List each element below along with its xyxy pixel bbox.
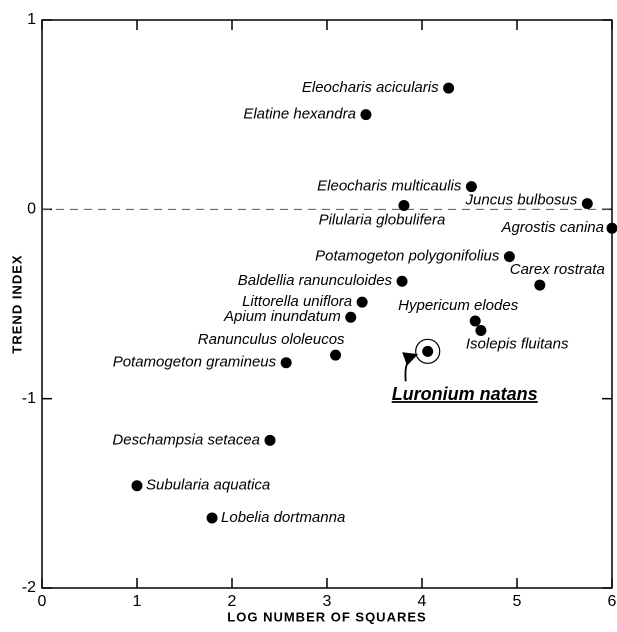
x-axis-title: LOG NUMBER OF SQUARES bbox=[227, 609, 426, 624]
point-label: Juncus bulbosus bbox=[465, 192, 578, 209]
point bbox=[475, 325, 486, 336]
y-axis-title: TREND INDEX bbox=[9, 254, 24, 353]
point bbox=[607, 223, 617, 234]
point-label: Eleocharis multicaulis bbox=[317, 178, 462, 195]
point-label: Baldellia ranunculoides bbox=[238, 272, 393, 289]
point-label: Ranunculus ololeucos bbox=[198, 331, 345, 348]
highlight-arrow bbox=[405, 355, 414, 381]
point-label: Luronium natans bbox=[392, 384, 538, 404]
point bbox=[398, 200, 409, 211]
point-label: Apium inundatum bbox=[223, 308, 341, 325]
point bbox=[281, 357, 292, 368]
point-label: Subularia aquatica bbox=[146, 477, 270, 494]
point bbox=[360, 109, 371, 120]
point-label: Carex rostrata bbox=[510, 261, 605, 278]
point bbox=[132, 480, 143, 491]
point bbox=[443, 83, 454, 94]
x-tick-label: 4 bbox=[418, 593, 427, 610]
point bbox=[265, 435, 276, 446]
point-label: Eleocharis acicularis bbox=[302, 79, 439, 96]
point-label: Lobelia dortmanna bbox=[221, 509, 345, 526]
point-label: Potamogeton gramineus bbox=[113, 354, 277, 371]
point bbox=[534, 280, 545, 291]
x-tick-label: 2 bbox=[228, 593, 237, 610]
point bbox=[470, 316, 481, 327]
point-label: Isolepis fluitans bbox=[466, 335, 569, 352]
point bbox=[345, 312, 356, 323]
point-label: Elatine hexandra bbox=[243, 106, 356, 123]
point-label: Potamogeton polygonifolius bbox=[315, 248, 500, 265]
point bbox=[397, 276, 408, 287]
point-label: Hypericum elodes bbox=[398, 297, 519, 314]
x-tick-label: 5 bbox=[513, 593, 522, 610]
point bbox=[422, 346, 433, 357]
point bbox=[207, 512, 218, 523]
point bbox=[582, 198, 593, 209]
point bbox=[466, 181, 477, 192]
y-tick-label: 1 bbox=[27, 11, 36, 28]
x-tick-label: 3 bbox=[323, 593, 332, 610]
point bbox=[357, 297, 368, 308]
point bbox=[330, 350, 341, 361]
y-tick-label: -1 bbox=[22, 390, 36, 407]
x-tick-label: 1 bbox=[133, 593, 142, 610]
point-label: Pilularia globulifera bbox=[319, 212, 446, 229]
y-tick-label: 0 bbox=[27, 201, 36, 218]
x-tick-label: 0 bbox=[38, 593, 47, 610]
point-label: Deschampsia setacea bbox=[112, 431, 260, 448]
y-tick-label: -2 bbox=[22, 579, 36, 596]
point-label: Agrostis canina bbox=[500, 219, 604, 236]
x-tick-label: 6 bbox=[608, 593, 617, 610]
